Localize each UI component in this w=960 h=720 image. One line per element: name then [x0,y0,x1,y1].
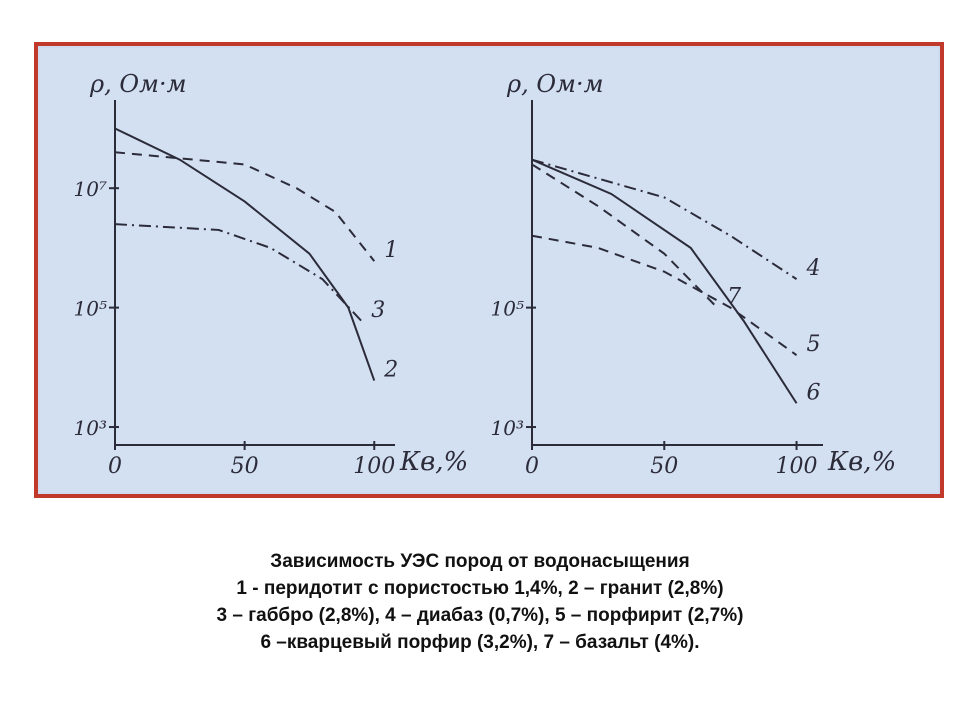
curve-label: 6 [807,380,821,405]
curve-label: 2 [383,358,398,383]
curve-label: 7 [727,285,741,310]
y-tick-label: 10⁵ [491,297,524,321]
x-tick-label: 100 [776,454,818,479]
curve-label: 4 [806,256,821,281]
y-axis-label: ρ, Ом·м [506,70,603,98]
x-axis-label: Кв,% [399,447,468,477]
y-axis-label: ρ, Ом·м [89,70,186,98]
photo-paper [40,48,938,492]
y-tick-label: 10⁷ [74,177,107,201]
caption-line: 1 - перидотит с пористостью 1,4%, 2 – гр… [236,578,724,599]
y-tick-label: 10⁵ [74,297,107,321]
curve-label: 5 [807,332,821,357]
y-tick-label: 10³ [74,416,107,440]
x-tick-label: 50 [650,454,678,479]
x-tick-label: 50 [231,454,259,479]
curve [114,127,376,381]
caption-line: 6 –кварцевый порфир (3,2%), 7 – базальт … [260,632,700,653]
x-tick-label: 100 [353,454,395,479]
x-axis-label: Кв,% [827,447,896,477]
caption-line: 3 – габбро (2,8%), 4 – диабаз (0,7%), 5 … [216,605,744,626]
curve [531,158,798,280]
x-tick-label: 0 [525,454,539,479]
x-tick-label: 0 [108,454,122,479]
curve-label: 1 [384,238,398,263]
curve [531,163,718,309]
caption-line: Зависимость УЭС пород от водонасыщения [270,551,690,572]
curve [114,151,376,262]
curve-label: 3 [371,298,385,323]
caption: Зависимость УЭС пород от водонасыщения 1… [0,548,960,656]
y-tick-label: 10³ [491,416,524,440]
curve [531,234,798,356]
curve [531,158,798,404]
